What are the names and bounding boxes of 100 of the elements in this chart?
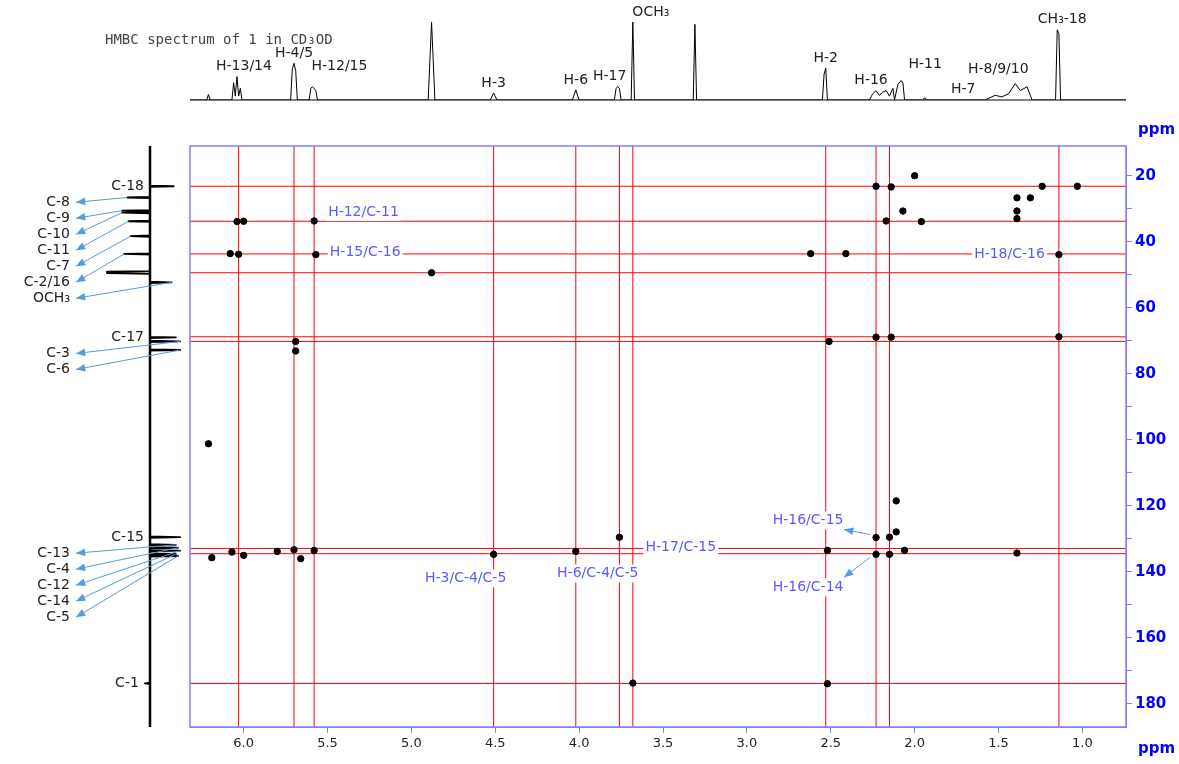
point <box>842 249 850 258</box>
point <box>892 497 900 505</box>
point <box>1055 333 1063 341</box>
y-tick-label: 140 <box>1135 561 1167 580</box>
point <box>823 680 832 688</box>
point <box>310 217 318 225</box>
point <box>427 269 436 277</box>
annotation: H-15/C-16 <box>329 243 401 260</box>
point <box>1055 250 1063 259</box>
annotation: H-12/15 <box>311 57 368 74</box>
point <box>892 528 900 536</box>
annotation: H-16/C-15 <box>772 511 844 528</box>
point <box>312 250 320 259</box>
point <box>899 207 907 215</box>
x-tick-label: 2.0 <box>904 735 925 751</box>
point <box>825 337 833 346</box>
y-tick-label: 100 <box>1135 429 1167 448</box>
point <box>228 548 236 556</box>
point <box>226 249 234 258</box>
point <box>1013 194 1021 202</box>
annotation: H-16 <box>854 71 888 88</box>
point <box>615 533 624 541</box>
point <box>297 554 305 563</box>
annotation: OCH₃ <box>33 288 70 305</box>
annotation: C-3 <box>46 344 70 361</box>
x-tick-label: 4.5 <box>484 735 506 751</box>
annotation: C-10 <box>37 224 70 241</box>
point <box>239 217 248 225</box>
point <box>1013 214 1021 223</box>
annotation: OCH₃ <box>632 2 670 19</box>
point <box>1013 207 1021 215</box>
annotation: C-9 <box>46 208 70 225</box>
annotation: H-17 <box>593 67 627 84</box>
annotation: C-6 <box>46 360 71 377</box>
point <box>872 550 880 559</box>
x-axis-title: ppm <box>1138 738 1176 757</box>
annotation: H-12/C-11 <box>328 202 399 219</box>
x-tick-label: 4.0 <box>568 735 590 751</box>
annotation: H-7 <box>950 79 976 96</box>
x-tick-label: 3.0 <box>736 735 758 751</box>
point <box>234 250 243 258</box>
point <box>290 546 298 554</box>
annotation: H-2 <box>813 48 838 65</box>
point <box>1073 182 1082 190</box>
y-tick-label: 20 <box>1135 165 1156 184</box>
point <box>291 347 300 355</box>
annotation: C-1 <box>115 674 139 691</box>
annotation: CH₃-18 <box>1037 10 1087 27</box>
point <box>310 546 318 555</box>
point <box>872 533 880 542</box>
annotation: C-17 <box>111 328 144 345</box>
point <box>823 546 832 555</box>
annotation: C-12 <box>37 575 70 592</box>
x-tick-label: 5.0 <box>401 735 422 751</box>
y-tick-label: 180 <box>1135 693 1167 712</box>
annotation: H-18/C-16 <box>974 245 1045 262</box>
point <box>629 679 637 687</box>
annotation: C-15 <box>111 527 144 544</box>
point <box>273 547 281 556</box>
x-tick-label: 3.5 <box>652 735 674 751</box>
annotation: C-2/16 <box>23 272 71 289</box>
point <box>885 550 894 559</box>
annotation: H-8/9/10 <box>967 60 1029 77</box>
x-tick-label: 6.0 <box>233 735 255 751</box>
x-tick-label: 5.5 <box>317 735 338 751</box>
point <box>1026 194 1035 202</box>
point <box>572 547 580 556</box>
annotation: C-4 <box>46 559 71 576</box>
annotation: C-18 <box>111 176 144 193</box>
point <box>900 546 909 555</box>
annotation: C-8 <box>46 192 70 209</box>
point <box>233 217 241 226</box>
annotation: C-5 <box>46 607 70 624</box>
annotation: C-14 <box>37 591 71 608</box>
x-tick-label: 2.5 <box>820 735 842 751</box>
y-tick-label: 160 <box>1135 627 1167 646</box>
point <box>885 533 894 541</box>
annotation: H-3/C-4/C-5 <box>424 568 507 585</box>
point <box>882 217 890 225</box>
point <box>239 551 248 560</box>
annotation: H-13/14 <box>216 57 273 74</box>
point <box>1013 549 1021 557</box>
point <box>208 553 216 562</box>
point <box>204 440 213 448</box>
point <box>887 183 895 191</box>
annotation: C-11 <box>37 240 70 257</box>
annotation: H-16/C-14 <box>772 577 844 594</box>
point <box>887 333 895 341</box>
annotation: H-17/C-15 <box>645 537 717 554</box>
y-tick-label: 80 <box>1135 363 1156 382</box>
point <box>1038 182 1046 190</box>
point <box>917 217 926 226</box>
y-tick-label: 60 <box>1135 297 1156 316</box>
annotation: H-6/C-4/C-5 <box>557 564 639 581</box>
x-tick-label: 1.0 <box>1072 735 1093 751</box>
annotation: H-6 <box>563 70 589 87</box>
annotation: H-3 <box>481 73 506 90</box>
annotation: H-11 <box>908 55 942 72</box>
x-tick-label: 1.5 <box>988 735 1009 751</box>
annotation: C-7 <box>46 256 70 273</box>
